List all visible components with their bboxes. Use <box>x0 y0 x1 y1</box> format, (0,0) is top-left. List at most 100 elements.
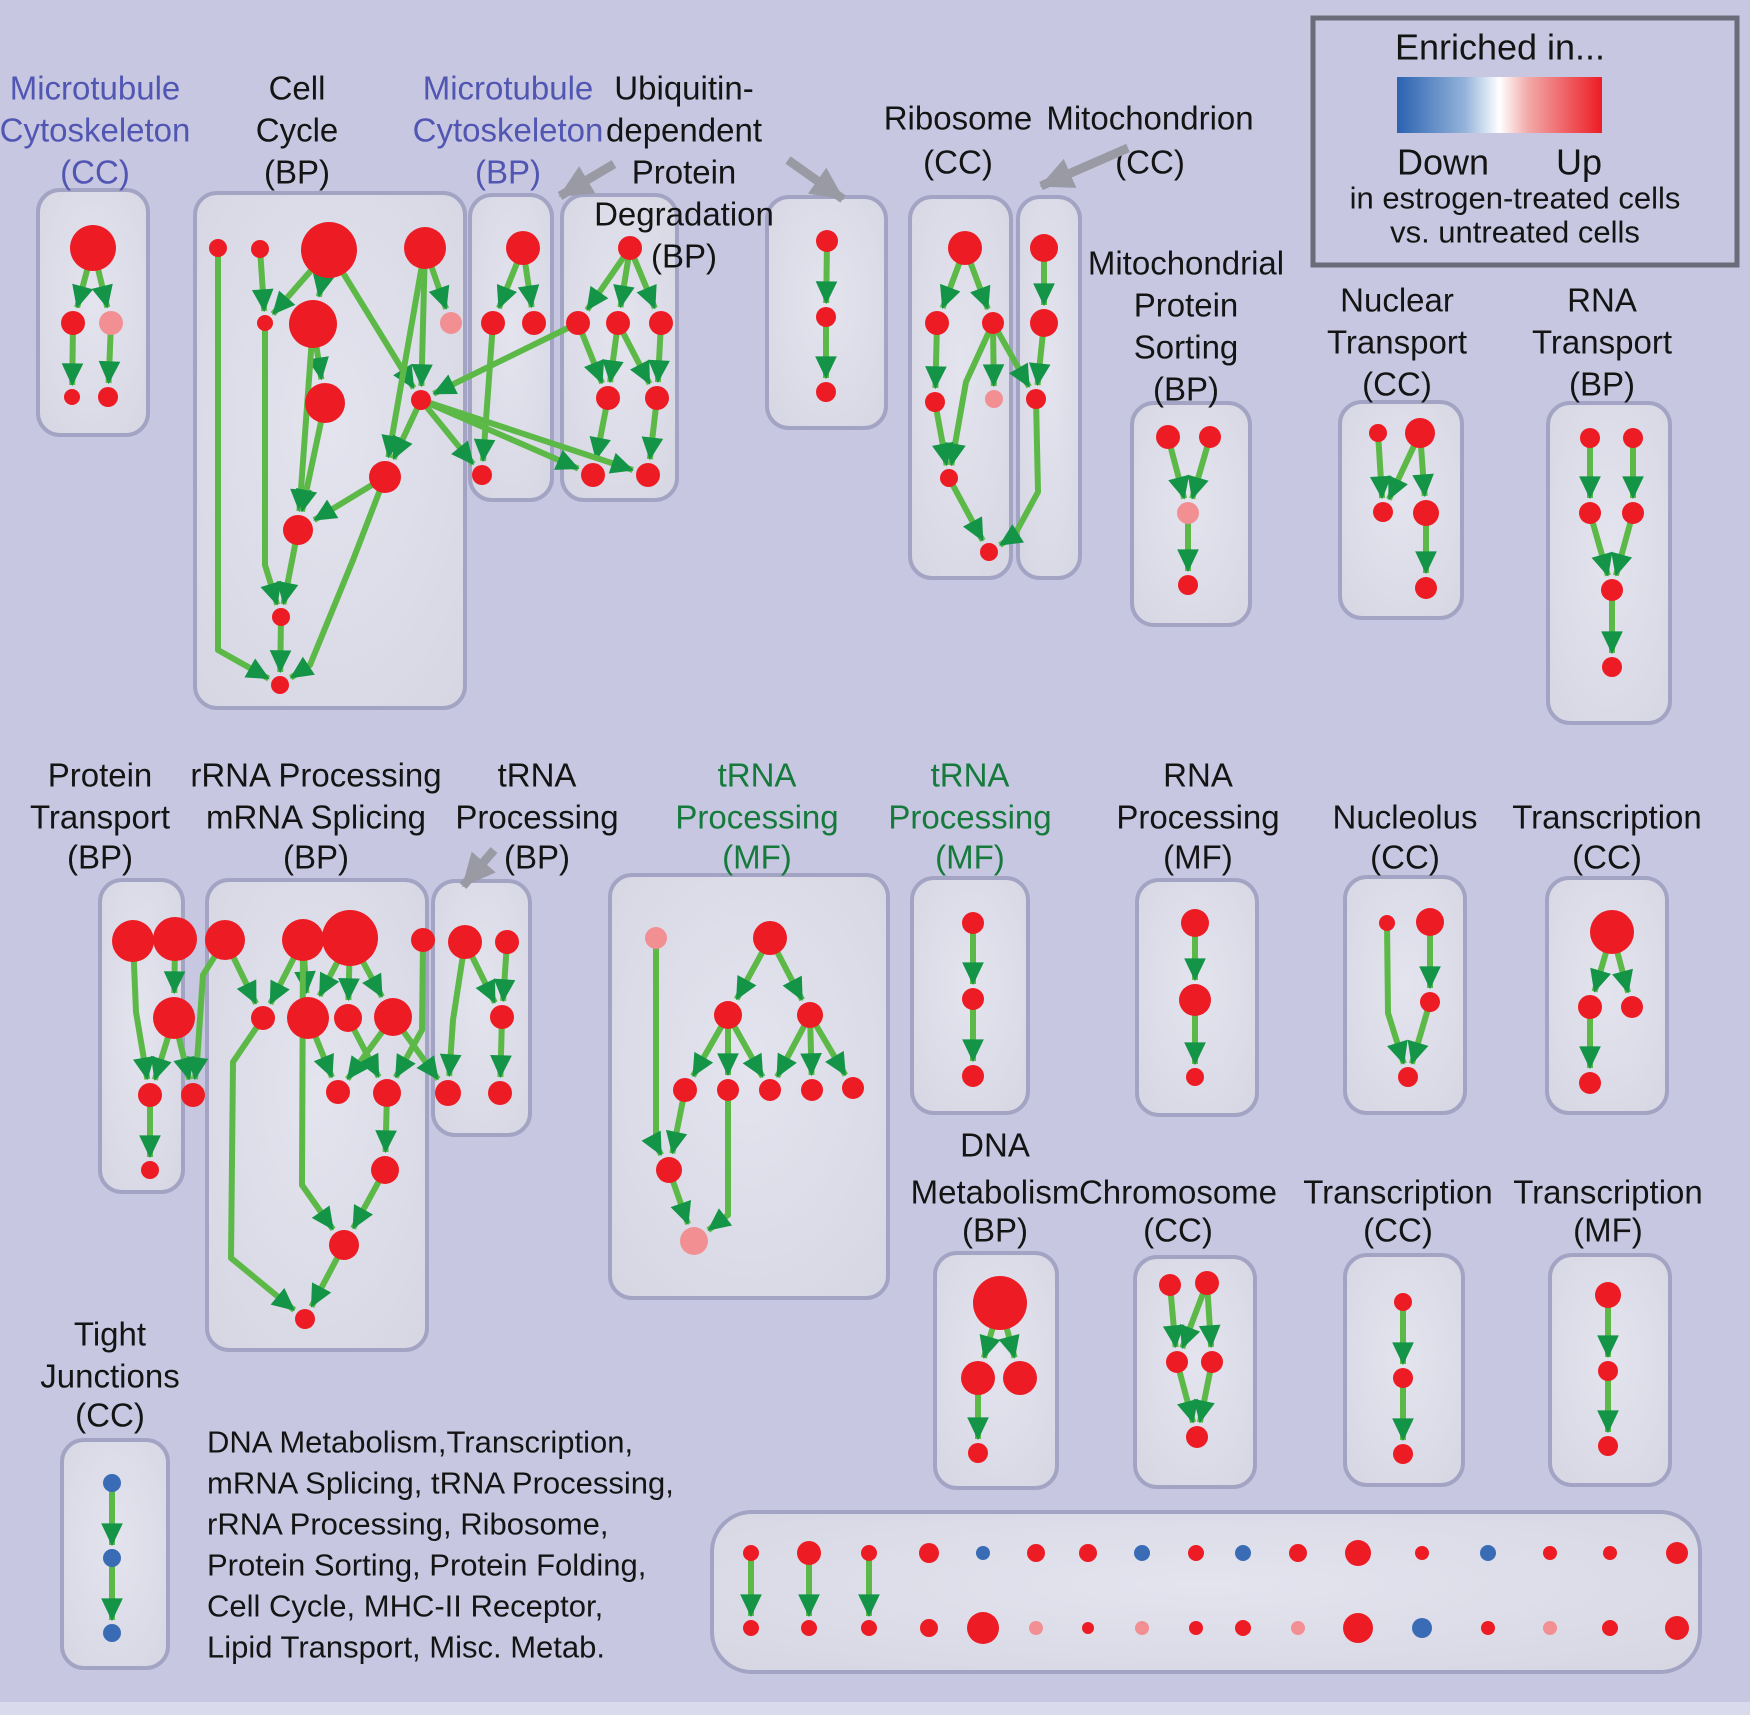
cluster-label-trna-mf2: Processing <box>888 799 1051 836</box>
go-node-misc-16 <box>1666 1542 1688 1564</box>
go-node-trna-mf1-2 <box>714 1001 742 1029</box>
cluster-label-nucleolus: (CC) <box>1370 839 1440 876</box>
go-node-trna-mf1-4 <box>673 1078 697 1102</box>
cluster-label-mt-bp: (BP) <box>475 154 541 191</box>
cluster-label-pt-bp: Transport <box>30 799 170 836</box>
go-node-ubiq1-3 <box>649 311 673 335</box>
go-node-misc-6 <box>1079 1544 1097 1562</box>
go-node-misc-14 <box>1543 1546 1557 1560</box>
go-node-cell-cycle-3 <box>404 227 446 269</box>
go-node-pt-bp-2 <box>153 997 195 1039</box>
go-node-chromosome-3 <box>1201 1351 1223 1373</box>
go-node-cell-cycle-11 <box>272 608 290 626</box>
cluster-label-pt-bp: (BP) <box>67 839 133 876</box>
go-node-mito-2 <box>1026 389 1046 409</box>
cluster-box-nucleolus <box>1343 875 1467 1115</box>
go-node-rrna-4 <box>251 1006 275 1030</box>
go-node-misc-0 <box>743 1545 759 1561</box>
cluster-label-mito: Mitochondrion <box>1046 100 1253 137</box>
cluster-box-nt-cc <box>1338 400 1464 620</box>
go-node-tr-cc-low-0 <box>1394 1293 1412 1311</box>
edge-arrow <box>186 938 228 1081</box>
go-node-misc-1 <box>797 1541 821 1565</box>
go-node-rrna-10 <box>371 1156 399 1184</box>
edge-arrow <box>228 1016 297 1313</box>
go-node-cell-cycle-2 <box>301 222 357 278</box>
cluster-label-mps: Protein <box>1134 287 1239 324</box>
go-node-cell-cycle-12 <box>271 676 289 694</box>
edge-arrow <box>439 941 468 1078</box>
go-node-ribosome-0 <box>948 231 982 265</box>
go-node-misc-22 <box>1029 1621 1043 1635</box>
edge-arrow <box>420 397 634 474</box>
go-node-cell-cycle-9 <box>369 461 401 493</box>
edge-arrow <box>130 940 155 1081</box>
go-node-ubiq1-4 <box>596 386 620 410</box>
go-node-rrna-7 <box>374 998 412 1036</box>
go-node-misc-17 <box>743 1620 759 1636</box>
cluster-label-dna-met: Metabolism <box>911 1174 1080 1211</box>
go-node-nt-cc-3 <box>1413 500 1439 526</box>
cluster-label-trna-bp: (BP) <box>504 839 570 876</box>
go-node-rrna-11 <box>329 1230 359 1260</box>
go-node-tr-mf-0 <box>1595 1282 1621 1308</box>
cluster-label-trna-mf1: tRNA <box>718 757 797 794</box>
legend-box <box>1310 15 1740 268</box>
cluster-label-tr-cc-low: Transcription <box>1303 1174 1493 1211</box>
go-node-trna-bp-2 <box>490 1005 514 1029</box>
go-node-misc-25 <box>1189 1621 1203 1635</box>
cluster-label-ubiq1: Ubiquitin- <box>614 70 753 107</box>
go-node-tr-mf-2 <box>1598 1436 1618 1456</box>
go-node-misc-20 <box>920 1619 938 1637</box>
go-node-trna-mf1-1 <box>753 921 787 955</box>
go-node-rrna-6 <box>334 1004 362 1032</box>
cluster-label-rrna: rRNA Processing <box>190 757 441 794</box>
go-node-nt-cc-0 <box>1369 424 1387 442</box>
edge-arrow <box>1369 432 1392 500</box>
go-node-nucleolus-1 <box>1416 908 1444 936</box>
go-node-tight-junctions-2 <box>103 1624 121 1642</box>
go-node-mt-bp-3 <box>472 465 492 485</box>
edge-arrow <box>390 398 424 461</box>
go-node-trna-mf1-10 <box>680 1227 708 1255</box>
go-node-trna-mf1-5 <box>717 1079 739 1101</box>
cluster-label-ribosome: (CC) <box>923 144 993 181</box>
go-node-nucleolus-3 <box>1398 1067 1418 1087</box>
go-node-trna-bp-0 <box>448 925 482 959</box>
go-node-tr-mf-1 <box>1598 1361 1618 1381</box>
go-node-ubiq1-0 <box>618 236 642 260</box>
misc-note-line: DNA Metabolism,Transcription, <box>207 1425 633 1460</box>
cluster-label-mt-cc: (CC) <box>60 154 130 191</box>
cluster-label-mps: (BP) <box>1153 371 1219 408</box>
cluster-label-rt-bp: (BP) <box>1569 366 1635 403</box>
go-node-mt-bp-0 <box>506 231 540 265</box>
go-node-misc-7 <box>1134 1545 1150 1561</box>
go-node-trna-mf1-8 <box>842 1077 864 1099</box>
go-node-nt-cc-1 <box>1405 418 1435 448</box>
cluster-label-trna-mf2: tRNA <box>931 757 1010 794</box>
cluster-label-trna-bp: tRNA <box>498 757 577 794</box>
go-node-trna-mf1-9 <box>656 1157 682 1183</box>
go-node-ubiq1-5 <box>645 386 669 410</box>
edge-arrow <box>990 321 1032 389</box>
cluster-label-rt-bp: Transport <box>1532 324 1672 361</box>
cluster-label-tr-cc-low: (CC) <box>1363 1212 1433 1249</box>
go-node-cell-cycle-10 <box>283 515 313 545</box>
go-node-mito-0 <box>1030 234 1058 262</box>
cluster-label-cell-cycle: Cycle <box>256 112 339 149</box>
legend-down-label: Down <box>1397 142 1489 183</box>
edge-arrow <box>641 938 664 1157</box>
go-node-rrna-12 <box>295 1309 315 1329</box>
go-node-misc-18 <box>801 1620 817 1636</box>
go-node-rrna-8 <box>326 1080 350 1104</box>
cluster-label-tr-mf: (MF) <box>1573 1212 1643 1249</box>
edge-arrow <box>418 398 476 466</box>
legend-gradient-bar <box>1397 77 1602 133</box>
go-node-chromosome-1 <box>1195 1271 1219 1295</box>
go-node-misc-3 <box>919 1543 939 1563</box>
go-node-cell-cycle-7 <box>411 390 431 410</box>
go-node-ribosome-6 <box>980 543 998 561</box>
go-node-dna-met-2 <box>1003 1361 1037 1395</box>
go-node-tr-cc-low-2 <box>1393 1444 1413 1464</box>
